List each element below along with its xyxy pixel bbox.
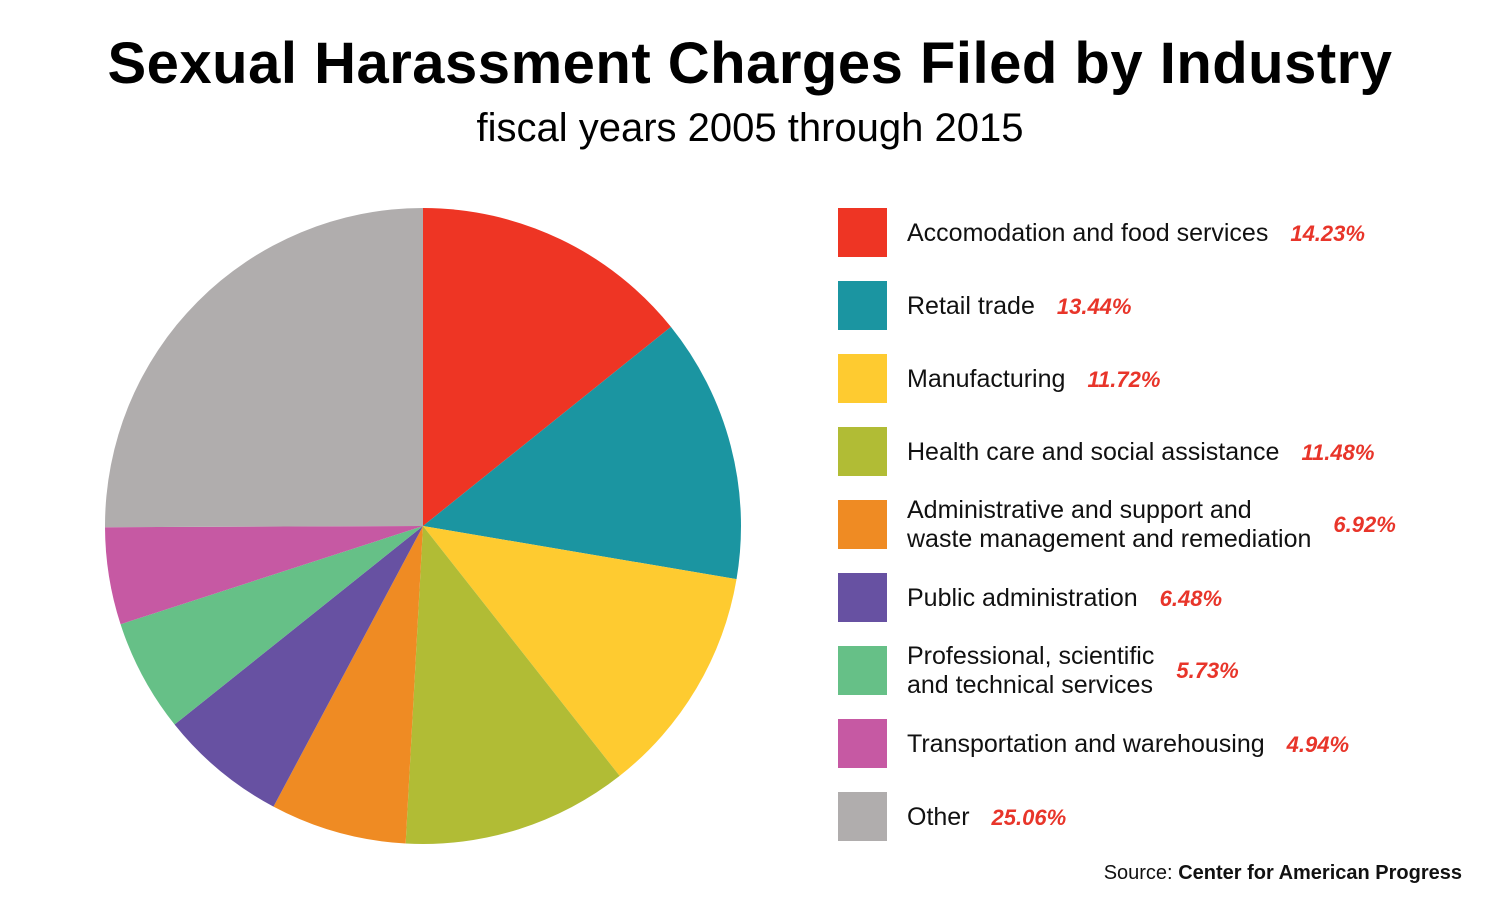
legend-label-line: Retail trade <box>907 291 1035 320</box>
legend-item-professional-scientific-and-technical-services: Professional, scientific and technical se… <box>838 642 1478 699</box>
pie-slice-manufacturing <box>423 526 737 776</box>
pie-slice-professional-scientific-and-technical-services <box>120 526 423 725</box>
legend: Accomodation and food services 14.23% Reta… <box>838 208 1478 848</box>
legend-label: Administrative and support and waste mana… <box>907 496 1311 554</box>
legend-item-retail-trade: Retail trade 13.44% <box>838 281 1478 331</box>
legend-label-line: Accomodation and food services <box>907 218 1269 247</box>
pie-slice-transportation-and-warehousing <box>105 526 423 625</box>
legend-label-line: Other <box>907 802 970 831</box>
legend-label: Professional, scientific and technical se… <box>907 642 1154 700</box>
legend-swatch <box>838 573 887 622</box>
legend-label: Manufacturing <box>907 365 1065 394</box>
legend-swatch <box>838 281 887 330</box>
chart-subtitle: fiscal years 2005 through 2015 <box>476 106 1024 150</box>
legend-value: 11.48% <box>1301 440 1375 465</box>
pie-slice-accomodation-and-food-services <box>423 208 671 526</box>
legend-value: 4.94% <box>1286 732 1350 757</box>
legend-value: 5.73% <box>1176 658 1239 683</box>
legend-label: Public administration <box>907 584 1138 613</box>
pie-slice-health-care-and-social-assistance <box>405 526 620 844</box>
legend-value: 14.23% <box>1290 221 1365 246</box>
pie-chart <box>105 208 742 844</box>
legend-swatch <box>838 354 887 403</box>
legend-item-administrative-and-support-and-waste-management-and-remediation: Administrative and support and waste mana… <box>838 496 1478 553</box>
legend-label: Retail trade <box>907 292 1035 321</box>
legend-label-line: Professional, scientific <box>907 642 1155 670</box>
legend-label: Transportation and warehousing <box>907 730 1265 759</box>
legend-item-public-administration: Public administration 6.48% <box>838 573 1478 623</box>
pie-slice-administrative-and-support-and-waste-management-and-remediation <box>273 526 423 844</box>
legend-swatch <box>838 719 887 768</box>
pie-slice-public-administration <box>174 526 423 807</box>
legend-label-line: Administrative and support and <box>907 496 1252 524</box>
source-note: Source: Center for American Progress <box>1104 862 1462 885</box>
legend-label: Health care and social assistance <box>907 438 1279 467</box>
legend-label-line: waste management and remediation <box>907 525 1312 553</box>
legend-label: Other <box>907 803 970 832</box>
legend-value: 6.48% <box>1159 586 1223 611</box>
legend-value: 25.06% <box>991 805 1067 830</box>
legend-value: 13.44% <box>1056 294 1132 319</box>
legend-label-line: Health care and social assistance <box>907 437 1280 466</box>
legend-item-manufacturing: Manufacturing 11.72% <box>838 354 1478 404</box>
legend-item-transportation-and-warehousing: Transportation and warehousing 4.94% <box>838 719 1478 769</box>
chart-title: Sexual Harassment Charges Filed by Indus… <box>107 31 1393 96</box>
pie-slice-retail-trade <box>423 326 742 580</box>
legend-swatch <box>838 500 887 549</box>
legend-item-health-care-and-social-assistance: Health care and social assistance 11.48% <box>838 427 1478 477</box>
legend-swatch <box>838 792 887 841</box>
legend-label-line: and technical services <box>907 671 1153 699</box>
legend-swatch <box>838 208 887 257</box>
legend-label-line: Manufacturing <box>907 364 1066 393</box>
legend-label-line: Public administration <box>907 583 1138 612</box>
legend-label: Accomodation and food services <box>907 219 1268 248</box>
legend-swatch <box>838 646 887 695</box>
pie-slice-other <box>105 208 423 528</box>
legend-value: 6.92% <box>1333 512 1396 537</box>
legend-item-other: Other 25.06% <box>838 792 1478 842</box>
legend-item-accomodation-and-food-services: Accomodation and food services 14.23% <box>838 208 1478 258</box>
source-name: Center for American Progress <box>1178 862 1462 884</box>
legend-value: 11.72% <box>1087 367 1161 392</box>
legend-label-line: Transportation and warehousing <box>907 729 1265 758</box>
source-label: Source: <box>1103 862 1173 884</box>
legend-swatch <box>838 427 887 476</box>
